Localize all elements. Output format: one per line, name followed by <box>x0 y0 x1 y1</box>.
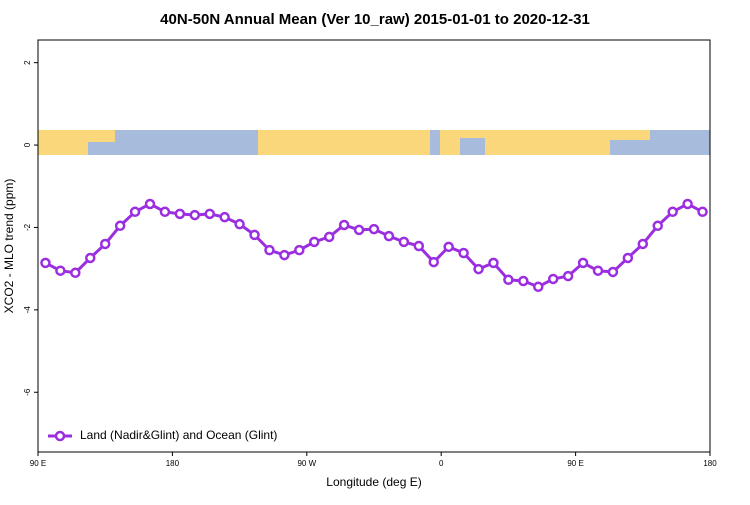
x-tick-label: 90 E <box>30 459 46 468</box>
data-point <box>443 241 454 253</box>
y-tick-label: -4 <box>23 306 32 314</box>
data-point <box>129 206 141 218</box>
data-point <box>323 231 335 243</box>
data-point <box>234 218 245 230</box>
data-point <box>174 208 186 220</box>
data-point <box>697 206 708 218</box>
data-point <box>85 252 96 264</box>
data-point <box>159 206 171 218</box>
data-point <box>40 257 51 269</box>
data-point <box>473 263 484 275</box>
map-strip <box>38 130 710 155</box>
x-tick-label: 180 <box>166 459 180 468</box>
data-point <box>652 220 663 232</box>
data-point <box>547 273 559 285</box>
data-point <box>279 249 290 261</box>
y-tick-label: -6 <box>23 388 32 396</box>
data-point <box>189 209 201 221</box>
data-point <box>219 211 230 223</box>
y-tick-label: 2 <box>23 60 32 65</box>
data-point <box>577 257 589 269</box>
chart-title: 40N-50N Annual Mean (Ver 10_raw) 2015-01… <box>160 11 590 28</box>
data-point <box>249 229 260 241</box>
legend-swatch <box>54 430 66 442</box>
x-tick-label: 90 E <box>567 459 583 468</box>
data-point <box>562 270 574 282</box>
data-point <box>383 230 395 242</box>
data-point <box>114 220 126 232</box>
data-point <box>264 244 275 256</box>
data-point <box>667 206 678 218</box>
data-point <box>70 267 81 279</box>
data-point <box>338 219 350 231</box>
data-point <box>458 247 469 259</box>
data-point <box>637 238 649 250</box>
y-tick-label: 0 <box>23 142 32 147</box>
data-point <box>488 257 499 269</box>
data-point <box>503 274 514 286</box>
data-point <box>294 244 305 256</box>
data-point <box>428 256 439 268</box>
plot-frame <box>37 39 711 453</box>
data-point <box>353 224 365 236</box>
data-point <box>368 223 380 235</box>
x-tick-label: 90 W <box>297 459 316 468</box>
data-point <box>144 198 156 210</box>
data-point <box>413 240 425 252</box>
x-axis-label: Longitude (deg E) <box>326 475 421 489</box>
data-point <box>398 236 410 248</box>
x-tick-label: 180 <box>703 459 717 468</box>
data-point <box>607 266 619 278</box>
data-point <box>533 281 544 293</box>
y-axis-label: XCO2 - MLO trend (ppm) <box>2 179 16 314</box>
data-point <box>309 236 320 248</box>
series-line <box>44 202 704 289</box>
data-point <box>55 265 66 276</box>
data-point <box>518 275 529 287</box>
y-tick-label: -2 <box>23 223 32 231</box>
data-point <box>622 252 634 264</box>
data-point <box>99 238 111 250</box>
legend-label: Land (Nadir&Glint) and Ocean (Glint) <box>80 428 277 442</box>
x-tick-label: 0 <box>439 459 444 468</box>
data-point <box>682 198 693 210</box>
data-point <box>204 208 215 220</box>
data-point <box>592 265 604 276</box>
